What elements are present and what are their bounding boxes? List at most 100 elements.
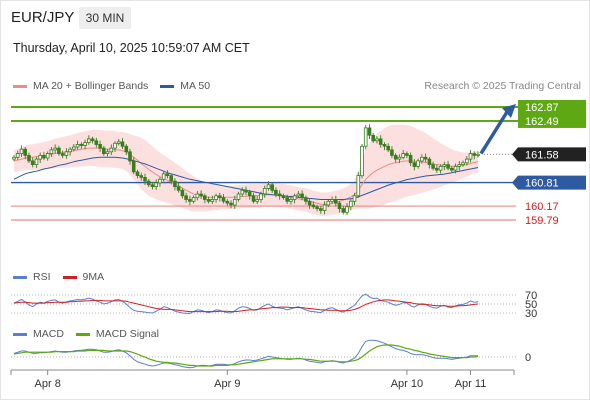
macd-signal-swatch (75, 332, 90, 336)
rsi-tick-label-70: 70 (525, 290, 537, 302)
ma50-swatch (160, 84, 175, 88)
candle-body (348, 200, 353, 208)
candle-body (315, 206, 319, 210)
candle-body (247, 191, 252, 197)
candle-body (289, 199, 293, 202)
candle-body (79, 143, 84, 146)
level-label-0: 162.87 (525, 102, 559, 114)
candle-body (191, 197, 196, 202)
candle-body (49, 149, 54, 154)
candle-body (360, 145, 364, 177)
macd-tick-label-0: 0 (525, 352, 531, 364)
candle-body (453, 165, 458, 171)
candle-body (304, 197, 308, 202)
candle-body (277, 193, 282, 197)
candle-body (476, 153, 480, 156)
level-label-1: 162.49 (525, 116, 559, 128)
macd-line (13, 339, 478, 369)
candle-body (341, 208, 346, 213)
candle-body (206, 199, 211, 202)
candle-body (12, 156, 16, 160)
candle-body (367, 127, 372, 136)
forecast-arrow-shaft (479, 111, 509, 155)
rsi-tick-label-50: 50 (525, 299, 537, 311)
candle-body (217, 195, 222, 199)
candle-body (75, 143, 80, 148)
candle-body (405, 153, 409, 156)
candle-body (371, 134, 375, 142)
candle-body (158, 178, 162, 184)
level-label-3: 160.81 (525, 178, 559, 190)
forecast-arrow-head (502, 104, 516, 118)
candle-body (202, 195, 207, 200)
candle-body (64, 151, 69, 156)
candle-body (229, 202, 233, 206)
candle-body (330, 199, 334, 202)
legend-label-9ma: 9MA (82, 271, 105, 283)
candle-body (397, 156, 402, 160)
candle-body (266, 184, 271, 189)
candles-group (12, 124, 480, 216)
legend-label-ma20: MA 20 + Bollinger Bands (33, 80, 149, 92)
candle-body (352, 195, 357, 202)
candle-body (117, 141, 121, 144)
candle-body (30, 160, 35, 165)
candle-body (188, 199, 192, 202)
candle-body (150, 184, 155, 188)
candle-body (60, 153, 65, 156)
candle-body (154, 182, 159, 187)
candle-body (255, 199, 260, 202)
candle-body (386, 145, 390, 151)
candle-body (259, 193, 263, 200)
candle-body (42, 154, 46, 159)
rsi-legend: RSI 9MA (13, 271, 116, 283)
rsi-line (13, 293, 479, 314)
candle-body (113, 142, 117, 149)
candle-body (408, 154, 413, 164)
candle-body (232, 199, 237, 206)
macd-signal-line (13, 344, 479, 367)
level-label-bg-3 (512, 175, 586, 190)
candle-body (180, 189, 185, 197)
candle-body (128, 151, 132, 162)
candle-body (423, 156, 428, 160)
candle-body (184, 195, 188, 200)
bollinger-band-area (14, 124, 478, 216)
candle-body (68, 148, 72, 153)
candle-body (109, 147, 114, 153)
candle-body (356, 175, 361, 197)
candle-body (244, 189, 248, 193)
candle-body (318, 208, 323, 211)
candle-body (412, 162, 417, 167)
candle-body (94, 140, 99, 145)
candle-body (468, 153, 473, 160)
rsi-tick-label-30: 30 (525, 308, 537, 320)
candle-body (375, 138, 379, 142)
candle-body (90, 138, 95, 142)
candle-body (19, 148, 24, 154)
candle-body (23, 148, 27, 156)
candle-body (442, 164, 447, 167)
candle-body (120, 141, 125, 147)
timeframe-badge[interactable]: 30 MIN (79, 7, 131, 29)
candle-body (251, 195, 256, 202)
candle-body (322, 204, 327, 211)
x-axis-tick-label-1: Apr 9 (214, 378, 240, 390)
candle-body (449, 167, 454, 171)
legend-item-9ma: 9MA (62, 271, 105, 283)
candle-body (102, 147, 106, 155)
legend-item-macd: MACD (13, 328, 64, 340)
candle-body (274, 189, 278, 195)
level-label-bg-1 (518, 113, 586, 128)
candle-body (195, 193, 200, 199)
candle-body (105, 151, 110, 155)
legend-label-ma50: MA 50 (180, 80, 211, 92)
candle-body (72, 146, 76, 150)
x-axis-tick-label-3: Apr 11 (455, 378, 487, 390)
candle-body (378, 138, 383, 145)
candle-body (300, 193, 304, 199)
candle-body (307, 200, 312, 206)
rsi-9ma-line (13, 299, 479, 313)
candle-body (427, 158, 432, 166)
